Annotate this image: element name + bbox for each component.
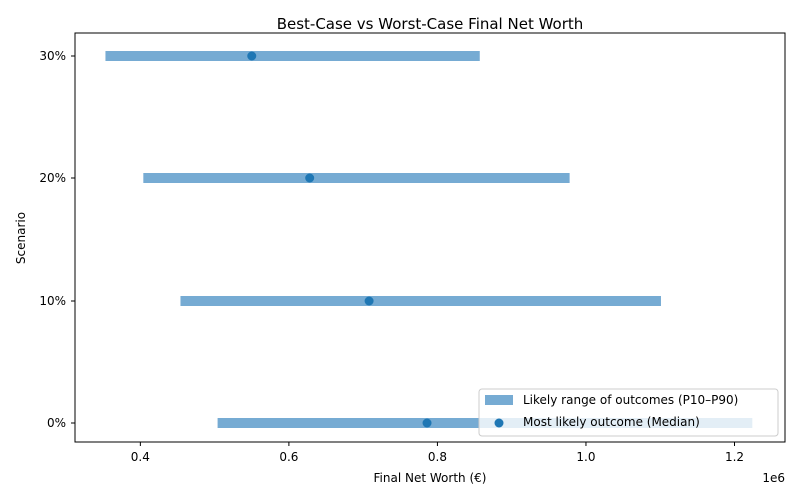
legend-median-label: Most likely outcome (Median) [523,415,700,429]
legend-range-label: Likely range of outcomes (P10–P90) [523,393,738,407]
median-point-10% [364,296,374,306]
y-tick-label: 30% [39,49,66,63]
x-tick-label: 0.4 [131,450,150,464]
y-tick-label: 0% [47,416,66,430]
median-point-0% [422,418,432,428]
x-tick-label: 0.6 [279,450,298,464]
x-axis-label: Final Net Worth (€) [374,471,487,485]
range-bar-20% [143,173,570,183]
y-axis-label: Scenario [14,212,28,264]
chart-title: Best-Case vs Worst-Case Final Net Worth [277,15,584,33]
legend-median-swatch [494,418,504,428]
legend: Likely range of outcomes (P10–P90) Most … [478,388,779,437]
plot-frame [74,32,786,443]
y-tick-label: 20% [39,171,66,185]
x-tick-label: 0.8 [428,450,447,464]
x-tick-label: 1.0 [576,450,595,464]
median-point-20% [305,173,315,183]
x-offset-label: 1e6 [762,471,785,485]
legend-range-swatch [485,395,513,405]
range-bar-10% [180,296,661,306]
x-tick-label: 1.2 [725,450,744,464]
median-point-30% [247,51,257,61]
y-tick-label: 10% [39,294,66,308]
range-bar-30% [105,51,480,61]
